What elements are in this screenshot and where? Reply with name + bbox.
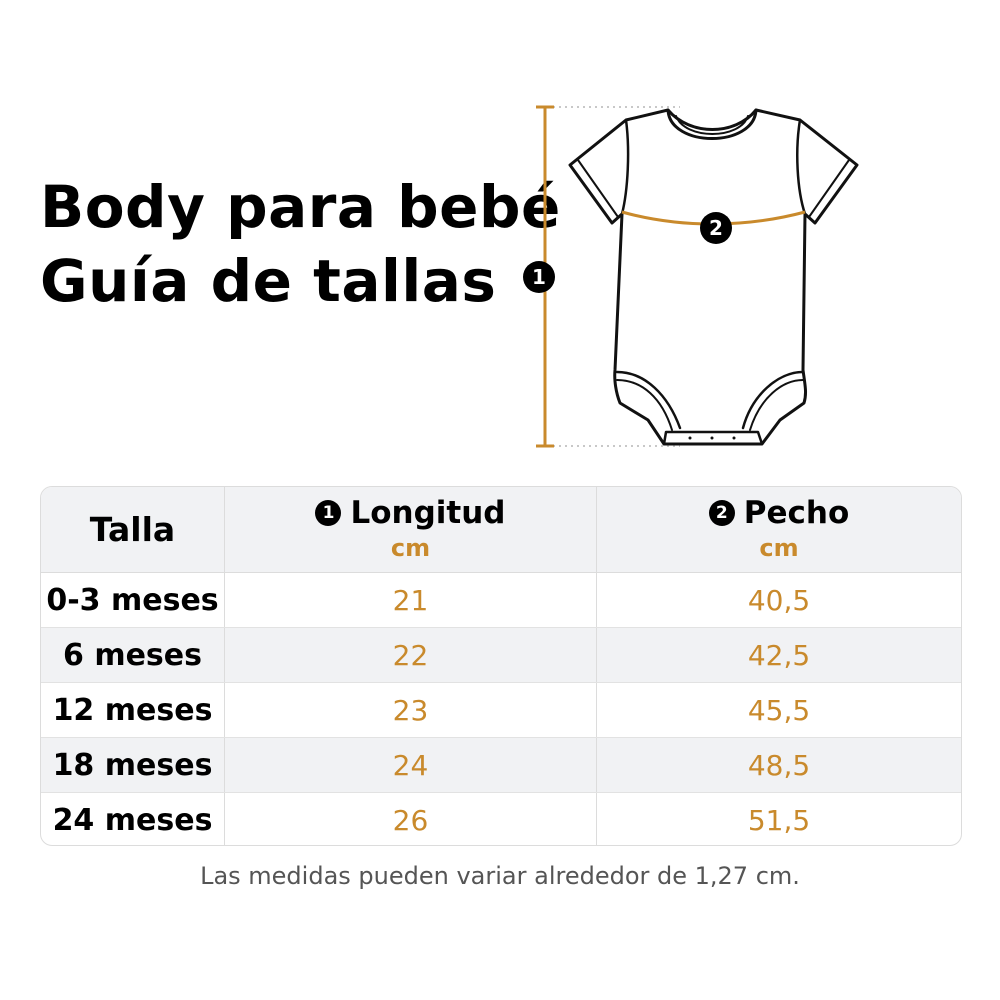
size-cell: 24 meses [52,802,213,838]
length-number-badge: 1 [315,500,342,527]
length-marker-text: 1 [532,265,546,289]
length-cell: 22 [392,638,429,672]
table-row: 12 meses 23 45,5 [41,683,961,738]
length-cell: 26 [392,803,429,837]
table-row: 18 meses 24 48,5 [41,738,961,793]
bodysuit-illustration: 1 2 [523,105,859,448]
header-length-label: Longitud [350,495,506,532]
table-row: 6 meses 22 42,5 [41,628,961,683]
chest-cell: 48,5 [747,748,811,782]
page-title-line-2: Guía de tallas [40,247,497,315]
measurement-note: Las medidas pueden variar alrededor de 1… [200,862,800,890]
chest-cell: 45,5 [747,693,811,727]
length-cell: 24 [392,748,429,782]
header-length-label-group: 1 Longitud [315,495,506,532]
header-size-label: Talla [89,510,176,549]
header-chest: 2 Pecho cm [596,487,961,572]
chest-marker-badge: 2 [700,212,732,244]
chest-cell: 42,5 [747,638,811,672]
table-header-row: Talla 1 Longitud cm 2 Pecho cm [41,487,961,573]
table-row: 24 meses 26 51,5 [41,793,961,845]
chest-cell: 51,5 [747,803,811,837]
chest-cell: 40,5 [747,583,811,617]
header-chest-label: Pecho [743,495,850,532]
size-cell: 0-3 meses [46,582,219,618]
size-chart-table: Talla 1 Longitud cm 2 Pecho cm 0-3 meses… [40,486,962,846]
chest-marker-text: 2 [709,216,723,240]
header-chest-label-group: 2 Pecho [708,495,850,532]
size-cell: 6 meses [63,637,202,673]
size-cell: 12 meses [52,692,213,728]
table-row: 0-3 meses 21 40,5 [41,573,961,628]
header-size: Talla [41,487,224,572]
header-length-unit: cm [390,533,431,562]
length-cell: 23 [392,693,429,727]
size-cell: 18 meses [52,747,213,783]
baby-bodysuit-icon [568,108,859,446]
length-marker-badge: 1 [523,261,555,293]
header-length: 1 Longitud cm [224,487,596,572]
chest-number-badge: 2 [708,500,735,527]
length-cell: 21 [392,583,429,617]
page-title-line-1: Body para bebé [40,173,561,241]
header-chest-unit: cm [759,533,799,562]
